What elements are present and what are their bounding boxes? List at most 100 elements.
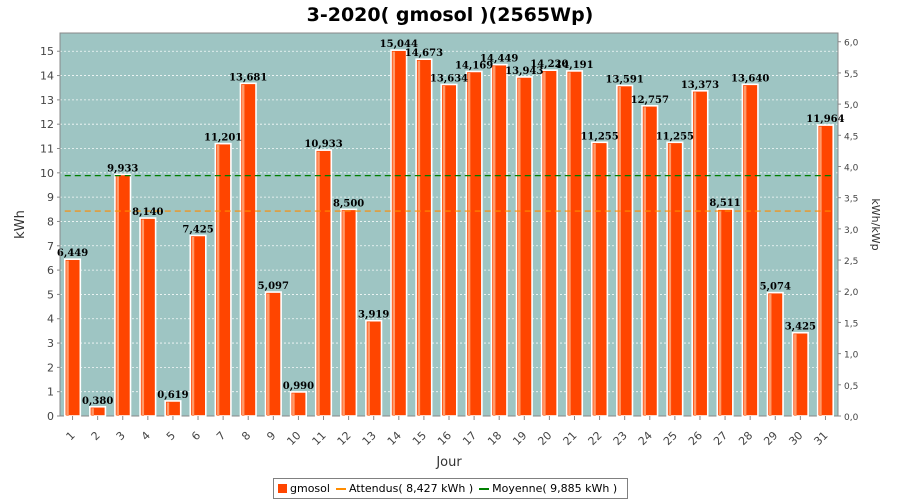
bar-value-label: 10,933 <box>304 139 342 150</box>
legend-label-moyenne: Moyenne( 9,885 kWh ) <box>492 482 618 495</box>
bar-highlight <box>543 71 546 416</box>
y-tick-label: 0 <box>47 410 54 423</box>
y2-tick-label: 5,0 <box>844 101 859 111</box>
bar-highlight <box>568 72 571 416</box>
bar-highlight <box>492 66 496 416</box>
bar-value-label: 11,201 <box>204 133 242 144</box>
bar-value-label: 14,169 <box>455 60 493 71</box>
y-tick-label: 14 <box>40 70 54 83</box>
bar-value-label: 13,591 <box>606 75 644 86</box>
legend-item-attendus: Attendus( 8,427 kWh ) <box>335 482 473 495</box>
bar-highlight <box>768 294 772 416</box>
x-tick-label: 17 <box>460 429 479 448</box>
x-tick-label: 16 <box>435 429 454 448</box>
x-tick-label: 13 <box>360 429 379 448</box>
bar-highlight <box>267 293 270 416</box>
x-tick-label: 27 <box>711 429 730 448</box>
bar-highlight <box>216 145 220 417</box>
y-tick-label: 13 <box>40 94 54 107</box>
bar-value-label: 14,220 <box>530 59 568 70</box>
y-tick-label: 5 <box>47 288 54 301</box>
x-tick-label: 10 <box>284 429 303 448</box>
bar-value-label: 0,619 <box>157 390 188 401</box>
y-tick-label: 12 <box>40 118 54 131</box>
bar-value-label: 5,097 <box>258 281 289 292</box>
y-tick-label: 3 <box>47 337 54 350</box>
y2-tick-label: 4,5 <box>844 132 858 142</box>
bar-highlight <box>593 143 596 416</box>
chart-title: 3-2020( gmosol )(2565Wp) <box>306 4 594 26</box>
x-tick-label: 24 <box>636 429 655 448</box>
x-tick-label: 31 <box>811 429 830 448</box>
bar-highlight <box>518 78 521 416</box>
bar-highlight <box>643 107 646 416</box>
x-tick-label: 6 <box>189 429 203 443</box>
x-tick-label: 25 <box>661 429 680 448</box>
bar-highlight <box>317 151 320 416</box>
bar-value-label: 11,255 <box>580 131 618 142</box>
x-tick-label: 20 <box>535 429 554 448</box>
bar-value-label: 0,380 <box>82 396 113 407</box>
bar-value-label: 14,191 <box>555 60 593 71</box>
y-tick-label: 10 <box>40 167 54 180</box>
y2-tick-label: 3,5 <box>844 195 858 205</box>
x-tick-label: 14 <box>385 429 404 448</box>
bar-value-label: 0,990 <box>283 381 314 392</box>
bar-value-label: 8,140 <box>132 207 163 218</box>
x-tick-label: 1 <box>64 429 78 443</box>
bar-value-label: 3,919 <box>358 310 389 321</box>
legend-swatch-moyenne <box>479 487 490 490</box>
bar-highlight <box>91 408 94 416</box>
bar-highlight <box>819 126 822 416</box>
bar-highlight <box>392 51 396 417</box>
x-tick-label: 18 <box>485 429 504 448</box>
bar-value-label: 13,681 <box>229 72 267 83</box>
x-tick-label: 23 <box>611 429 630 448</box>
x-axis-title: Jour <box>435 455 462 470</box>
x-tick-label: 4 <box>139 429 153 443</box>
bar-highlight <box>668 143 672 416</box>
x-tick-label: 30 <box>786 429 805 448</box>
y2-tick-label: 2,5 <box>844 257 858 267</box>
bar-value-label: 12,757 <box>631 95 669 106</box>
bar-value-label: 13,634 <box>430 73 468 84</box>
x-tick-label: 29 <box>761 429 780 448</box>
y-tick-label: 1 <box>47 386 54 399</box>
bar-value-label: 13,943 <box>505 66 543 77</box>
bar-highlight <box>141 219 145 416</box>
bar-value-label: 6,449 <box>57 248 88 259</box>
y2-tick-label: 0,5 <box>844 382 858 392</box>
legend: gmosol Attendus( 8,427 kWh ) Moyenne( 9,… <box>273 478 629 499</box>
x-tick-label: 26 <box>686 429 705 448</box>
y2-axis-title: kWh/kWp <box>869 198 882 250</box>
bar-value-label: 11,255 <box>656 131 694 142</box>
bar-highlight <box>417 60 421 416</box>
y2-tick-label: 1,0 <box>844 351 859 361</box>
bar-highlight <box>342 210 345 416</box>
y-tick-label: 6 <box>47 264 54 277</box>
bar-highlight <box>166 402 170 416</box>
bar-value-label: 13,373 <box>681 80 719 91</box>
bar-highlight <box>442 85 446 416</box>
legend-swatch-gmosol <box>278 484 287 493</box>
bar-value-label: 9,933 <box>107 163 138 174</box>
y-tick-label: 9 <box>47 191 54 204</box>
bar-highlight <box>292 393 295 416</box>
y2-tick-label: 6,0 <box>844 39 859 49</box>
y2-tick-label: 5,5 <box>844 70 858 80</box>
x-tick-label: 15 <box>410 429 429 448</box>
bar-highlight <box>241 84 245 416</box>
bar-highlight <box>718 210 722 416</box>
y-tick-label: 8 <box>47 215 54 228</box>
y2-tick-label: 2,0 <box>844 288 859 298</box>
bar-value-label: 8,500 <box>333 198 364 209</box>
bar-highlight <box>467 72 471 416</box>
x-tick-label: 12 <box>335 429 354 448</box>
x-tick-label: 3 <box>114 429 128 443</box>
x-tick-label: 28 <box>736 429 755 448</box>
bar-highlight <box>618 87 621 416</box>
bar-highlight <box>693 92 697 416</box>
y-tick-label: 2 <box>47 361 54 374</box>
x-tick-label: 2 <box>89 429 103 443</box>
